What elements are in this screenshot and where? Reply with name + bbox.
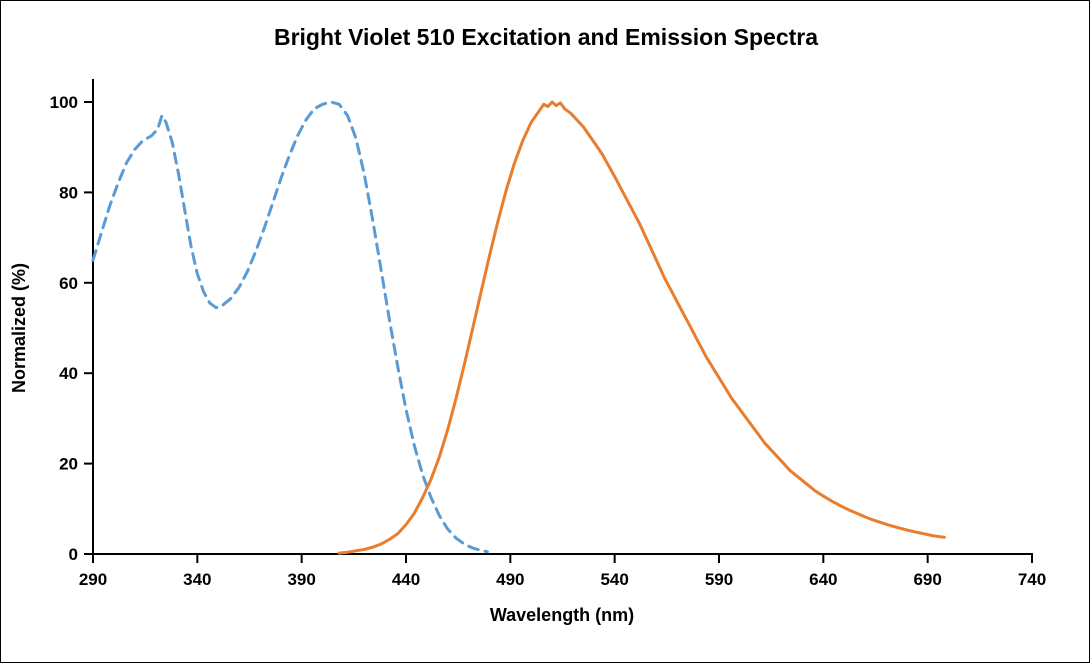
- x-tick-label: 590: [705, 570, 733, 589]
- axes: 290 340 390 440 490 540 590 640 690 740 0 20 40 60 80 1…: [50, 79, 1046, 589]
- series-lines: [91, 100, 946, 555]
- x-axis-label: Wavelength (nm): [490, 605, 634, 625]
- y-tick-label: 80: [59, 183, 78, 202]
- y-tick-label: 0: [69, 545, 78, 564]
- chart-title: Bright Violet 510 Excitation and Emissio…: [274, 24, 818, 50]
- x-tick-label: 290: [79, 570, 107, 589]
- x-tick-label: 690: [913, 570, 941, 589]
- x-tick-label: 390: [287, 570, 315, 589]
- x-tick-label: 340: [183, 570, 211, 589]
- y-tick-label: 20: [59, 455, 78, 474]
- y-tick-label: 60: [59, 274, 78, 293]
- emission-curve: [337, 100, 946, 555]
- y-axis-label: Normalized (%): [9, 263, 29, 393]
- y-tick-label: 40: [59, 364, 78, 383]
- x-tick-label: 490: [496, 570, 524, 589]
- y-tick-label: 100: [50, 93, 78, 112]
- x-tick-label: 640: [809, 570, 837, 589]
- x-tick-label: 540: [600, 570, 628, 589]
- x-tick-label: 740: [1018, 570, 1046, 589]
- excitation-curve: [91, 100, 489, 554]
- x-tick-label: 440: [392, 570, 420, 589]
